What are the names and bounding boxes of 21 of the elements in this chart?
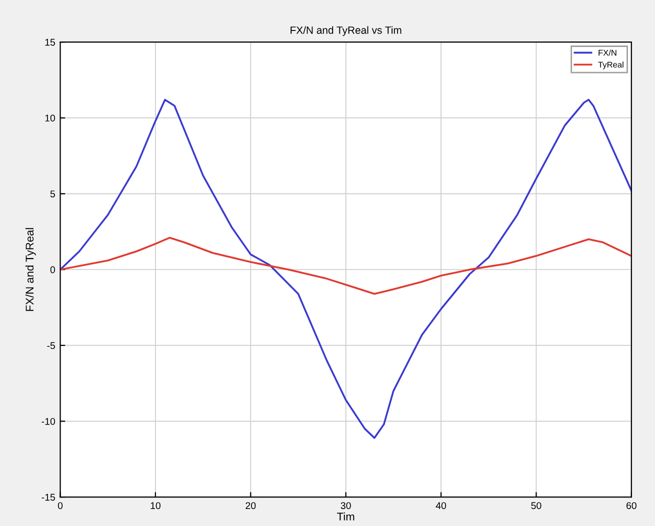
x-tick-label: 10: [150, 502, 160, 510]
y-tick-label: -10: [42, 418, 56, 425]
y-tick-label: 10: [45, 114, 56, 122]
y-tick-label: -15: [42, 494, 55, 501]
x-tick-label: 30: [340, 502, 351, 510]
x-tick-label: 20: [246, 502, 256, 510]
y-tick-label: -5: [47, 342, 55, 350]
legend-label: FX/N: [598, 50, 616, 56]
y-tick-label: 5: [50, 190, 55, 198]
y-tick-label: 0: [50, 266, 56, 274]
x-axis-title: Tim: [337, 512, 354, 520]
chart-title: FX/N and TyReal vs Tim: [290, 26, 402, 36]
y-tick-label: 15: [45, 38, 55, 46]
x-tick-label: 50: [531, 502, 542, 510]
x-tick-label: 0: [58, 502, 63, 510]
x-tick-label: 40: [436, 502, 446, 510]
x-tick-label: 60: [626, 502, 636, 510]
legend-label: TyReal: [598, 62, 624, 70]
line-series: [60, 98, 632, 439]
y-axis-title: FX/N and TyReal: [25, 228, 36, 311]
line-series: [60, 236, 632, 295]
